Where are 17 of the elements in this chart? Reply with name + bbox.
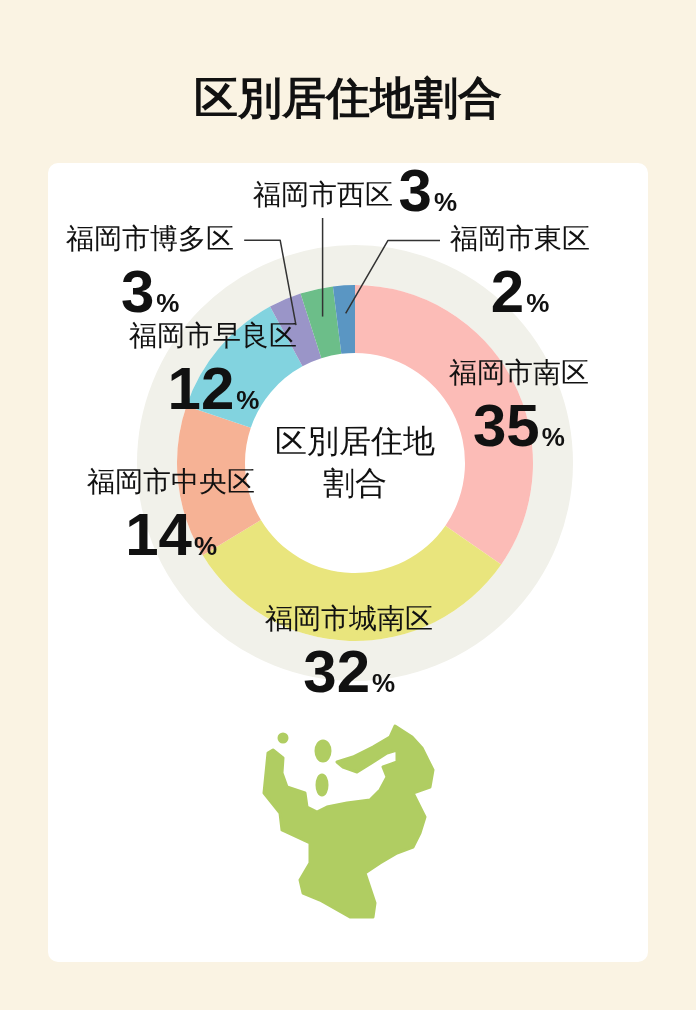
- slice-label: 福岡市南区: [448, 356, 589, 388]
- data-label: 32%: [303, 637, 396, 705]
- data-label: 2%: [490, 258, 550, 326]
- donut-slice: [332, 285, 355, 354]
- data-label: 14%: [125, 500, 218, 568]
- slice-label: 福岡市博多区: [66, 223, 235, 255]
- donut-slice: [300, 286, 342, 359]
- data-label: 3%: [398, 157, 458, 224]
- slice-label: 福岡市中央区: [87, 465, 256, 497]
- data-label: 12%: [167, 355, 260, 423]
- slice-label: 福岡市東区: [450, 223, 591, 255]
- slice-label: 福岡市西区: [252, 179, 393, 210]
- donut-slice: [270, 293, 322, 367]
- data-label: 35%: [472, 391, 565, 459]
- chart-title: 区別居住地割合: [194, 73, 502, 122]
- slice-label: 福岡市城南区: [265, 602, 434, 634]
- text: 区別居住地割合: [275, 423, 435, 501]
